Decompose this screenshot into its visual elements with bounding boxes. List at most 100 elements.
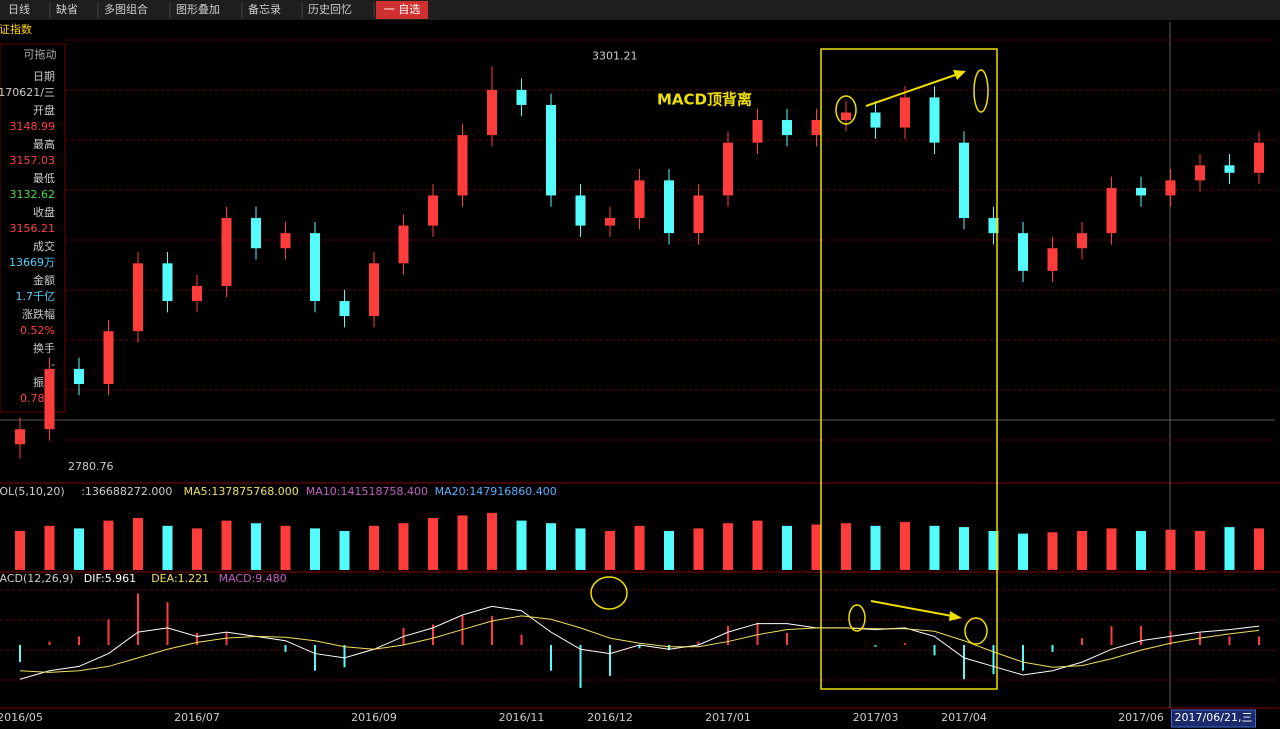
macd-bar: [107, 619, 110, 645]
macd-bar: [284, 645, 287, 652]
candle-body: [929, 97, 940, 143]
toolbar-label[interactable]: 多图组合: [104, 2, 148, 16]
volume-bar: [752, 520, 763, 570]
macd-bar: [786, 633, 788, 645]
date-label: 2016/07: [174, 711, 220, 724]
toolbar-button[interactable]: [52, 1, 98, 19]
volume-bar: [162, 525, 173, 570]
volume-bar: [516, 520, 527, 570]
field-value: 1.7千亿: [16, 290, 56, 303]
macd-bar: [992, 645, 995, 675]
candle-body: [959, 142, 969, 219]
volume-bar: [575, 528, 586, 570]
toolbar-label[interactable]: 历史回忆: [308, 3, 352, 16]
macd-legend: MACD(12,26,9): [0, 572, 74, 585]
candle-body: [251, 218, 261, 249]
field-value: -: [51, 358, 55, 371]
field-value: 0.52%: [20, 324, 55, 337]
volume-bar: [693, 528, 704, 570]
field-value: 3156.21: [10, 222, 56, 235]
highlight-box: [820, 48, 998, 690]
toolbar-button[interactable]: [100, 1, 170, 19]
volume-legend: MA5:137875768.000: [184, 485, 299, 498]
macd-bar: [1169, 631, 1172, 645]
field-label: 换手: [33, 341, 55, 355]
date-label: 2016/12: [587, 711, 633, 724]
date-label: 2016/05: [0, 711, 43, 724]
low-label: 2780.76: [68, 460, 114, 473]
macd-bar: [19, 645, 21, 663]
toolbar-button[interactable]: [4, 1, 50, 19]
toolbar-button[interactable]: [376, 1, 428, 19]
volume-bar: [634, 525, 645, 570]
toolbar-label[interactable]: 缺省: [56, 2, 78, 16]
macd-bar: [1228, 636, 1231, 645]
macd-bar: [432, 624, 434, 645]
candle-body: [457, 135, 468, 196]
field-value: 3132.62: [10, 188, 56, 201]
volume-bar: [605, 531, 615, 570]
candle-body: [988, 218, 999, 234]
volume-bar: [664, 531, 674, 570]
candle-body: [310, 233, 320, 302]
toolbar-button[interactable]: [304, 1, 374, 19]
macd-bar: [1022, 645, 1024, 671]
date-label: 2016/11: [499, 711, 545, 724]
toolbar-label[interactable]: 图形叠加: [176, 3, 220, 16]
macd-bar: [697, 641, 700, 645]
volume-bar: [1106, 528, 1117, 570]
macd-bar: [343, 645, 346, 668]
macd-bar: [638, 645, 641, 649]
macd-bar: [78, 636, 80, 645]
toolbar-label[interactable]: 一 自选: [384, 3, 421, 16]
candle-body: [487, 89, 497, 136]
volume-bar: [1254, 528, 1264, 570]
circle: [973, 69, 989, 113]
toolbar-label[interactable]: 日线: [8, 2, 30, 16]
high-label: 3301.21: [592, 49, 638, 62]
drag-hint: 可拖动: [24, 47, 57, 61]
toolbar-label[interactable]: 备忘录: [248, 2, 281, 16]
macd-bar: [314, 645, 316, 671]
info-panel: [0, 43, 66, 413]
volume-bar: [398, 523, 409, 570]
candle-body: [900, 97, 910, 128]
macd-bar: [196, 633, 198, 645]
volume-bar: [811, 524, 822, 570]
date-label: 2017/04: [941, 711, 987, 724]
candle-body: [339, 301, 350, 317]
candle-body: [369, 263, 379, 317]
macd-bar: [963, 645, 965, 680]
candle-body: [74, 368, 84, 384]
field-label: 最低: [33, 172, 55, 185]
candle-body: [44, 368, 55, 430]
volume-bar: [546, 523, 556, 570]
candle-body: [782, 120, 792, 136]
candle-body: [133, 263, 143, 332]
volume-bar: [280, 525, 291, 570]
toolbar-button[interactable]: [244, 1, 302, 19]
date-label: 2016/09: [351, 711, 397, 724]
candle-body: [1136, 187, 1146, 196]
circle: [835, 95, 857, 125]
field-value: 20170621/三: [0, 86, 55, 99]
volume-bar: [192, 528, 202, 570]
date-label: 2017/06: [1118, 711, 1164, 724]
volume-bar: [782, 525, 792, 570]
toolbar-button[interactable]: [172, 1, 242, 19]
macd-bar: [137, 593, 139, 645]
candle-body: [1018, 233, 1028, 271]
field-label: 涨跌幅: [22, 307, 55, 321]
volume-legend: :136688272.000: [81, 485, 172, 498]
candle-body: [723, 142, 733, 196]
volume-bar: [74, 528, 84, 570]
macd-bar: [48, 641, 51, 645]
macd-bar: [1140, 626, 1142, 645]
macd-bar: [1199, 633, 1201, 645]
volume-bar: [1018, 533, 1028, 570]
circle: [590, 576, 628, 610]
candle-body: [693, 195, 704, 234]
volume-legend: MA10:141518758.400: [306, 485, 428, 498]
